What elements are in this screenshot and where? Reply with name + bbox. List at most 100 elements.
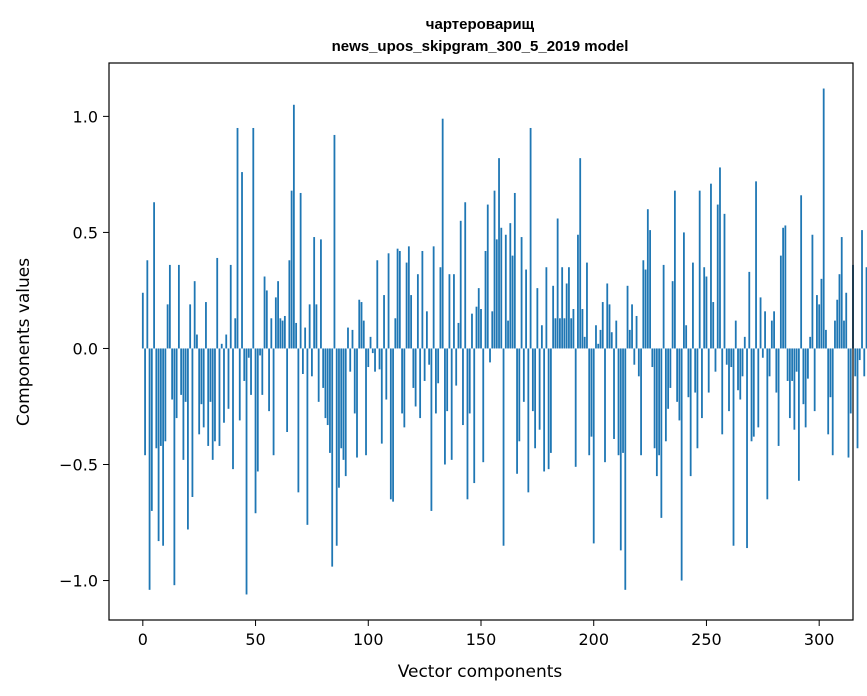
bar xyxy=(592,348,595,544)
bar xyxy=(568,267,570,349)
bar xyxy=(766,348,769,500)
bar xyxy=(211,348,214,460)
bar xyxy=(218,348,221,446)
bar xyxy=(730,348,733,368)
bar xyxy=(380,348,383,444)
bar xyxy=(782,227,785,349)
bar xyxy=(797,348,800,481)
bar xyxy=(374,348,376,372)
y-tick-label: 1.0 xyxy=(73,107,98,126)
bar xyxy=(658,348,661,456)
bar xyxy=(683,232,685,349)
bar xyxy=(710,183,712,349)
bar xyxy=(430,348,433,511)
bar xyxy=(338,348,340,488)
bar xyxy=(509,223,512,349)
bar xyxy=(559,318,561,349)
bar xyxy=(317,348,320,402)
bar xyxy=(811,234,814,349)
bar xyxy=(662,264,665,349)
bar xyxy=(326,348,329,426)
bar xyxy=(712,302,715,349)
bar xyxy=(425,311,428,349)
bar xyxy=(696,348,699,449)
bar xyxy=(286,348,289,433)
bar xyxy=(536,288,539,349)
bar xyxy=(836,299,839,349)
bar xyxy=(453,274,455,349)
bar xyxy=(435,348,437,414)
bar xyxy=(245,348,248,595)
bar xyxy=(223,348,225,423)
bar xyxy=(721,348,724,435)
bar xyxy=(705,276,708,349)
bar xyxy=(613,348,615,439)
bar xyxy=(500,227,503,349)
bar xyxy=(604,348,606,463)
bar xyxy=(471,313,473,349)
bar xyxy=(335,348,338,546)
bar xyxy=(716,204,719,349)
bar xyxy=(520,237,523,349)
bar xyxy=(489,348,491,363)
bar xyxy=(764,311,766,349)
bar xyxy=(498,158,500,349)
bar xyxy=(439,267,442,349)
x-tick-label: 100 xyxy=(353,630,384,649)
bar xyxy=(588,348,591,456)
bar xyxy=(283,315,286,349)
bar xyxy=(570,318,573,349)
chart-subtitle: news_upos_skipgram_300_5_2019 model xyxy=(332,38,629,55)
bar xyxy=(628,329,631,349)
bar xyxy=(565,283,568,349)
bar xyxy=(624,348,627,590)
bar xyxy=(540,325,543,349)
bar xyxy=(678,348,681,421)
bar xyxy=(858,348,861,361)
bar xyxy=(655,348,658,477)
bar xyxy=(856,348,859,449)
bar xyxy=(202,348,205,428)
bar xyxy=(189,304,192,349)
bar xyxy=(642,260,645,349)
bar xyxy=(263,276,266,349)
bar xyxy=(802,348,805,405)
bar xyxy=(252,127,255,349)
bar xyxy=(777,348,780,446)
bar xyxy=(371,348,374,354)
bar xyxy=(689,348,692,477)
bar xyxy=(622,348,624,453)
bar xyxy=(423,348,426,381)
bar xyxy=(419,348,422,419)
bar xyxy=(599,329,602,349)
bar xyxy=(403,348,406,428)
bar xyxy=(401,348,403,414)
bar xyxy=(531,348,534,412)
bar xyxy=(608,304,611,349)
bar xyxy=(518,348,521,442)
bar xyxy=(595,325,597,349)
bar xyxy=(205,302,207,349)
bar xyxy=(502,348,505,546)
bar xyxy=(651,348,654,368)
bar xyxy=(791,348,794,381)
bar xyxy=(838,274,841,349)
bar xyxy=(725,348,728,365)
bar xyxy=(644,269,647,349)
bar xyxy=(786,348,789,381)
bar xyxy=(822,88,825,349)
bar xyxy=(633,348,636,365)
bar xyxy=(304,327,307,349)
bar xyxy=(347,327,349,349)
bar xyxy=(649,230,651,349)
bar xyxy=(150,348,153,511)
bar xyxy=(177,264,180,349)
bar xyxy=(168,264,171,349)
bar xyxy=(750,348,753,442)
bar xyxy=(462,348,464,426)
bar xyxy=(809,336,812,349)
bar xyxy=(410,295,413,349)
bar xyxy=(250,348,252,395)
plot-area-frame xyxy=(108,62,854,621)
bar xyxy=(356,348,358,458)
